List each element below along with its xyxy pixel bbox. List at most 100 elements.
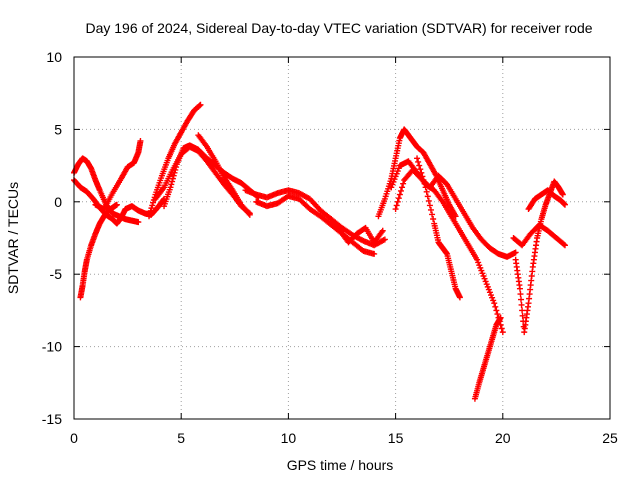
data-point bbox=[489, 294, 496, 301]
data-point bbox=[427, 206, 434, 213]
data-point bbox=[395, 165, 402, 172]
data-point bbox=[560, 241, 567, 248]
data-point bbox=[484, 283, 491, 290]
series-arc-3 bbox=[77, 201, 120, 301]
data-point bbox=[518, 301, 525, 308]
chart-title: Day 196 of 2024, Sidereal Day-to-day VTE… bbox=[85, 20, 592, 36]
data-point bbox=[561, 201, 568, 208]
data-point bbox=[561, 242, 568, 249]
data-point bbox=[395, 195, 402, 202]
x-tick-label: 15 bbox=[388, 430, 404, 446]
data-point bbox=[417, 166, 424, 173]
data-point bbox=[519, 307, 526, 314]
series-arc-11 bbox=[328, 216, 386, 246]
data-point bbox=[456, 294, 463, 301]
data-point bbox=[474, 256, 481, 263]
data-point bbox=[481, 275, 488, 282]
plot-frame bbox=[73, 56, 611, 420]
data-point bbox=[519, 312, 526, 319]
data-point bbox=[490, 297, 497, 304]
series-arc-18 bbox=[510, 221, 568, 249]
data-point bbox=[415, 158, 422, 165]
data-point bbox=[420, 177, 427, 184]
tick-labels: 0 5 10 15 20 25 -15 -10 -5 0 5 10 bbox=[42, 49, 618, 446]
data-point bbox=[480, 273, 487, 280]
data-point bbox=[479, 270, 486, 277]
data-point bbox=[424, 193, 431, 200]
data-point bbox=[113, 201, 120, 208]
data-point bbox=[170, 172, 177, 179]
data-point bbox=[390, 178, 397, 185]
series-arc-13 bbox=[388, 158, 506, 336]
data-point bbox=[494, 311, 501, 318]
data-point bbox=[482, 278, 489, 285]
x-tick-label: 10 bbox=[281, 430, 297, 446]
data-point bbox=[497, 314, 504, 321]
x-tick-label: 25 bbox=[602, 430, 618, 446]
y-tick-label: -15 bbox=[42, 411, 62, 427]
data-point bbox=[414, 155, 421, 162]
data-point bbox=[419, 173, 426, 180]
y-tick-label: 10 bbox=[46, 49, 62, 65]
data-point bbox=[149, 202, 156, 209]
data-point bbox=[146, 213, 153, 220]
data-point bbox=[475, 259, 482, 266]
data-point bbox=[148, 205, 155, 212]
data-point bbox=[172, 166, 179, 173]
data-point bbox=[399, 184, 406, 191]
data-point bbox=[394, 168, 401, 175]
data-point bbox=[389, 181, 396, 188]
data-point bbox=[476, 262, 483, 269]
data-point bbox=[491, 300, 498, 307]
data-point bbox=[381, 236, 388, 243]
data-point bbox=[146, 210, 153, 217]
data-point bbox=[397, 187, 404, 194]
data-point bbox=[371, 250, 378, 257]
series-arc-8 bbox=[195, 132, 253, 218]
data-point bbox=[421, 180, 428, 187]
data-point bbox=[150, 199, 157, 206]
data-point bbox=[246, 211, 253, 218]
data-point bbox=[517, 291, 524, 298]
grid-lines bbox=[74, 57, 610, 419]
data-point bbox=[396, 191, 403, 198]
data-point bbox=[423, 188, 430, 195]
data-point bbox=[394, 198, 401, 205]
data-point bbox=[197, 101, 204, 108]
data-point bbox=[173, 164, 180, 171]
data-point bbox=[478, 267, 485, 274]
data-point bbox=[493, 307, 500, 314]
data-point bbox=[418, 169, 425, 176]
data-point bbox=[168, 181, 175, 188]
data-point bbox=[499, 329, 506, 336]
data-point bbox=[196, 102, 203, 109]
data-point bbox=[400, 180, 407, 187]
data-point bbox=[512, 249, 519, 256]
data-point bbox=[483, 281, 490, 288]
series-arc-16 bbox=[471, 314, 504, 402]
data-point bbox=[393, 202, 400, 209]
data-point bbox=[416, 162, 423, 169]
data-point bbox=[518, 296, 525, 303]
data-point bbox=[388, 184, 395, 191]
y-tick-label: -10 bbox=[42, 339, 62, 355]
data-point bbox=[422, 184, 429, 191]
data-point bbox=[393, 170, 400, 177]
data-point bbox=[392, 206, 399, 213]
x-tick-label: 5 bbox=[177, 430, 185, 446]
data-point bbox=[135, 219, 142, 226]
data-point bbox=[167, 184, 174, 191]
data-point bbox=[425, 197, 432, 204]
data-point bbox=[169, 175, 176, 182]
data-point bbox=[485, 286, 492, 293]
series-arc-12 bbox=[375, 126, 459, 220]
data-point bbox=[486, 289, 493, 296]
data-point bbox=[488, 292, 495, 299]
series-arc-19 bbox=[525, 187, 568, 213]
data-point bbox=[391, 176, 398, 183]
y-tick-label: 0 bbox=[54, 194, 62, 210]
data-point bbox=[245, 210, 252, 217]
data-point bbox=[379, 227, 386, 234]
series-arc-4 bbox=[92, 137, 144, 213]
data-point bbox=[137, 137, 144, 144]
